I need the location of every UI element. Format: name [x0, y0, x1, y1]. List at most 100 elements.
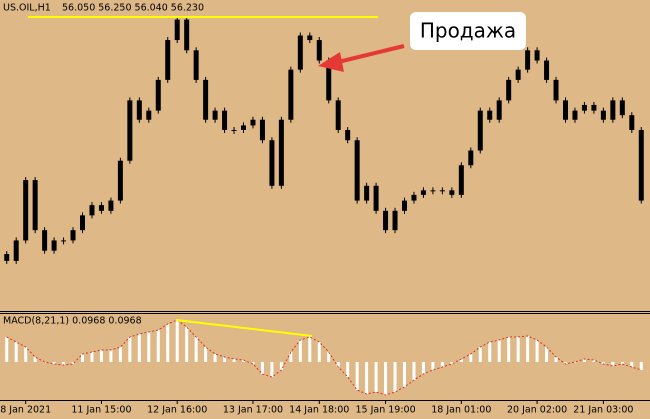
macd-bar: [194, 337, 198, 362]
candle: [534, 50, 540, 61]
macd-bar: [81, 354, 84, 362]
macd-bar: [564, 362, 567, 364]
macd-bar: [260, 362, 264, 374]
candle: [477, 110, 483, 151]
candle: [439, 190, 445, 192]
candle: [4, 254, 10, 261]
candle: [506, 79, 512, 101]
candle: [42, 230, 48, 251]
candle: [250, 119, 256, 126]
macd-bar: [232, 359, 236, 362]
candle: [619, 100, 625, 116]
x-tick-label: 12 Jan 16:00: [147, 405, 207, 416]
macd-bar: [223, 357, 227, 362]
macd-bar: [5, 337, 9, 362]
candle: [563, 100, 568, 120]
candle: [174, 19, 180, 41]
trend-line: [175, 319, 313, 337]
candle: [638, 129, 644, 201]
macd-bar: [374, 362, 378, 392]
macd-bar: [156, 330, 160, 362]
candle: [383, 210, 389, 231]
macd-bar: [52, 362, 56, 364]
candle: [70, 230, 76, 241]
candle: [345, 129, 351, 141]
x-tick-label: 21 Jan 03:00: [573, 405, 633, 416]
candle: [269, 140, 275, 186]
candle: [222, 110, 228, 130]
candle: [411, 194, 417, 201]
macd-title: MACD(8,21,1) 0.0968 0.0968: [3, 316, 142, 327]
candle: [496, 100, 502, 120]
callout-box: [410, 12, 526, 50]
macd-bar: [507, 337, 511, 362]
macd-bar: [118, 347, 122, 362]
macd-bar: [251, 362, 255, 364]
macd-bar: [242, 360, 245, 362]
macd-bar: [393, 362, 397, 392]
chart-title: US.OIL,H1: [3, 3, 51, 14]
x-tick-label: 8 Jan 2021: [0, 405, 51, 416]
macd-bar: [440, 362, 444, 367]
macd-bar: [412, 362, 416, 380]
candle: [136, 100, 142, 120]
macd-bar: [147, 332, 151, 362]
candle: [487, 110, 493, 120]
candle: [326, 60, 332, 101]
macd-bar: [166, 324, 170, 362]
macd-bar: [601, 362, 605, 364]
candle: [32, 180, 38, 231]
x-tick-label: 13 Jan 17:00: [223, 405, 283, 416]
candle: [193, 50, 199, 80]
macd-bar: [99, 350, 103, 362]
macd-bar: [14, 342, 18, 362]
candle: [241, 125, 246, 130]
macd-bar: [365, 362, 369, 394]
macd-bar: [298, 340, 302, 362]
candle: [155, 79, 161, 111]
candle: [89, 205, 95, 216]
macd-bar: [497, 340, 501, 362]
candle: [184, 19, 190, 51]
candle: [98, 205, 104, 211]
candle: [354, 140, 360, 201]
macd-bar: [535, 340, 539, 362]
candle: [449, 190, 455, 195]
macd-bar: [403, 362, 406, 387]
macd-bar: [421, 362, 425, 374]
macd-bar: [33, 357, 37, 362]
macd-bar: [317, 342, 321, 362]
candle: [61, 240, 67, 242]
macd-bar: [611, 362, 615, 366]
candle: [288, 69, 294, 120]
chart-subtitle: 56.050 56.250 56.040 56.230: [62, 3, 204, 14]
macd-bar: [185, 327, 189, 362]
macd-bar: [90, 352, 94, 362]
macd-bar: [545, 347, 549, 362]
candle: [581, 104, 587, 111]
candle: [335, 100, 341, 130]
macd-bar: [279, 362, 283, 370]
macd-bar: [469, 354, 473, 362]
candle: [13, 240, 19, 261]
macd-bar: [431, 362, 435, 370]
macd-bar: [516, 337, 520, 362]
candle: [203, 79, 209, 120]
candle: [117, 160, 123, 201]
x-tick-label: 18 Jan 01:00: [431, 405, 491, 416]
macd-bar: [24, 347, 28, 362]
candle: [212, 110, 218, 120]
x-tick-label: 14 Jan 18:00: [289, 405, 349, 416]
candle: [420, 190, 426, 195]
macd-signal: [6, 319, 642, 396]
macd-bar: [592, 360, 596, 362]
x-tick-label: 20 Jan 02:00: [507, 405, 567, 416]
macd-bar: [573, 362, 577, 363]
x-tick-label: 15 Jan 19:00: [355, 405, 415, 416]
candle: [525, 50, 531, 70]
candle: [392, 210, 398, 231]
macd-bar: [355, 362, 359, 390]
macd-bar: [459, 359, 463, 362]
candle: [307, 35, 313, 41]
macd-bar: [554, 357, 558, 362]
